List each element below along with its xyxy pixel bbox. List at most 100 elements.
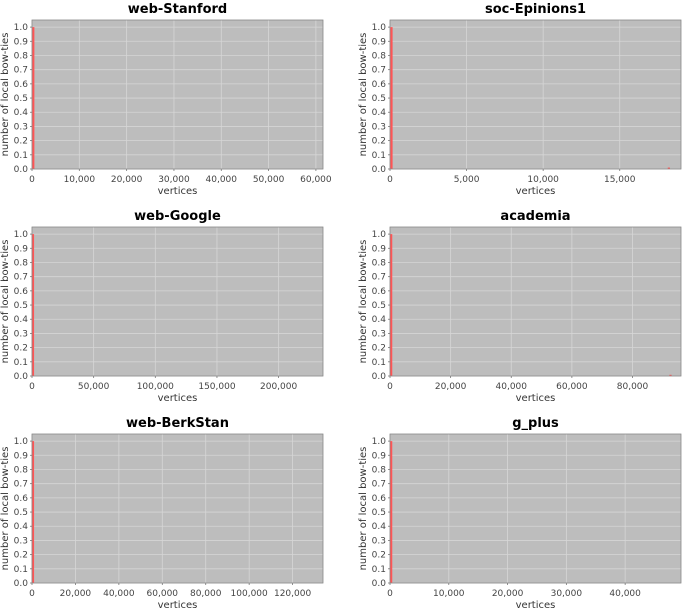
x-tick-label: 10,000: [64, 175, 96, 185]
y-tick-label: 0.3: [14, 536, 28, 546]
x-tick-label: 80,000: [617, 382, 649, 392]
chart-panel-3: academia 0.0 0.1 0.2 0.3 0.4 0.5 0.6 0.7 0.8 0.9 1.…: [358, 209, 682, 404]
x-tick-label: 20,000: [60, 589, 92, 599]
y-tick-label: 0.3: [372, 122, 386, 132]
y-tick-label: 0.4: [14, 108, 29, 118]
y-tick-label: 0.8: [372, 51, 387, 61]
bar: [31, 441, 35, 583]
x-tick-label: 15,000: [604, 175, 636, 185]
bar: [31, 234, 35, 376]
x-tick-label: 60,000: [300, 175, 332, 185]
y-tick-label: 0.2: [372, 551, 386, 561]
plot-area: [390, 434, 681, 583]
y-tick-label: 1.0: [14, 23, 29, 33]
x-tick-label: 40,000: [103, 589, 135, 599]
x-tick-label: 40,000: [496, 382, 528, 392]
y-tick-label: 0.1: [372, 358, 386, 368]
plot-area: [32, 434, 323, 583]
chart-panel-1: soc-Epinions1 0.0 0.1 0.2 0.3 0.4 0.5 0.6 0.7 0.8…: [358, 2, 682, 197]
y-axis-label: number of local bow-ties: [358, 33, 369, 157]
x-tick-label: 0: [387, 175, 393, 185]
y-tick-label: 0.7: [372, 66, 386, 76]
y-tick-label: 0.9: [14, 244, 29, 254]
y-tick-label: 0.7: [14, 480, 28, 490]
x-tick-label: 60,000: [147, 589, 179, 599]
chart-title: web-BerkStan: [126, 416, 229, 431]
y-tick-label: 1.0: [372, 230, 387, 240]
y-tick-label: 0.1: [14, 358, 28, 368]
x-tick-label: 20,000: [435, 382, 467, 392]
y-tick-label: 0.8: [14, 51, 29, 61]
x-tick-label: 0: [29, 589, 35, 599]
x-tick-label: 0: [29, 382, 35, 392]
y-tick-label: 0.6: [14, 287, 29, 297]
x-tick-label: 100,000: [137, 382, 174, 392]
y-axis-label: number of local bow-ties: [0, 447, 11, 571]
y-tick-label: 0.2: [372, 137, 386, 147]
plot-frame: [389, 433, 682, 584]
plot-frame: [389, 226, 682, 377]
x-tick-label: 0: [387, 589, 393, 599]
x-axis-label: vertices: [516, 186, 556, 197]
y-tick-label: 0.8: [14, 465, 29, 475]
bar: [669, 374, 672, 376]
x-tick-label: 120,000: [274, 589, 311, 599]
y-tick-label: 0.5: [14, 94, 28, 104]
y-tick-label: 0.1: [372, 565, 386, 575]
bar: [390, 234, 393, 376]
plot-frame: [389, 19, 682, 170]
bar: [32, 27, 35, 169]
y-tick-label: 0.2: [372, 344, 386, 354]
y-axis-label: number of local bow-ties: [358, 240, 369, 364]
y-tick-label: 0.6: [372, 80, 387, 90]
y-tick-label: 0.6: [14, 80, 29, 90]
chart-title: soc-Epinions1: [485, 2, 586, 17]
x-tick-label: 50,000: [78, 382, 110, 392]
y-tick-label: 0.7: [14, 66, 28, 76]
y-tick-label: 0.0: [372, 579, 387, 589]
y-tick-label: 0.0: [14, 372, 29, 382]
y-tick-label: 0.4: [372, 108, 387, 118]
y-tick-label: 0.7: [372, 273, 386, 283]
y-tick-label: 0.2: [14, 551, 28, 561]
x-axis-label: vertices: [516, 600, 556, 610]
y-tick-label: 0.2: [14, 344, 28, 354]
y-tick-label: 0.5: [372, 508, 386, 518]
y-tick-label: 0.3: [372, 329, 386, 339]
y-tick-label: 0.0: [372, 372, 387, 382]
y-tick-label: 0.8: [14, 258, 29, 268]
y-tick-label: 0.9: [372, 244, 387, 254]
bar: [390, 441, 393, 583]
y-tick-label: 0.3: [14, 122, 28, 132]
y-tick-label: 0.7: [14, 273, 28, 283]
x-tick-label: 150,000: [198, 382, 235, 392]
plot-area: [32, 227, 323, 376]
x-axis-label: vertices: [516, 393, 556, 404]
y-tick-label: 1.0: [372, 437, 387, 447]
x-tick-label: 200,000: [260, 382, 297, 392]
y-tick-label: 0.8: [372, 465, 387, 475]
x-tick-label: 20,000: [492, 589, 524, 599]
y-tick-label: 0.3: [14, 329, 28, 339]
x-tick-label: 0: [29, 175, 35, 185]
plot-area: [32, 20, 323, 169]
plot-frame: [31, 19, 324, 170]
chart-panel-5: g_plus 0.0 0.1 0.2 0.3 0.4 0.5 0.6 0.7 0.8 0.9 1.0 0…: [358, 416, 682, 610]
y-axis-label: number of local bow-ties: [0, 33, 11, 157]
plot-frame: [31, 226, 324, 377]
x-tick-label: 10,000: [527, 175, 559, 185]
x-tick-label: 20,000: [111, 175, 143, 185]
y-tick-label: 0.3: [372, 536, 386, 546]
y-axis-label: number of local bow-ties: [358, 447, 369, 571]
y-tick-label: 0.8: [372, 258, 387, 268]
x-tick-label: 5,000: [454, 175, 480, 185]
y-tick-label: 1.0: [14, 230, 29, 240]
plot-frame: [31, 433, 324, 584]
x-tick-label: 50,000: [253, 175, 285, 185]
y-tick-label: 0.5: [14, 301, 28, 311]
y-tick-label: 0.0: [14, 165, 29, 175]
x-axis-label: vertices: [158, 600, 198, 610]
y-tick-label: 0.4: [14, 522, 29, 532]
chart-panel-4: web-BerkStan 0.0 0.1 0.2 0.3 0.4 0.5 0.6 0.7 0.8 0…: [0, 416, 324, 610]
